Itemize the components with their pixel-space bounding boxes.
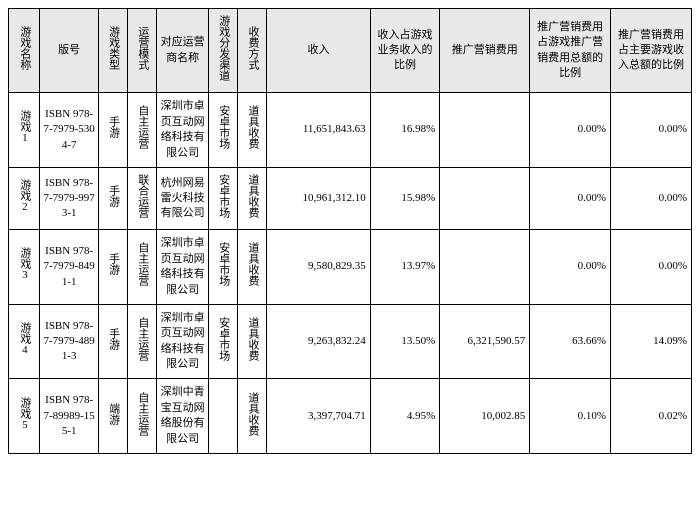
col-channel: 游戏分发渠道 [208,9,237,93]
cell-channel: 安卓市场 [208,230,237,305]
cell-mkt-ratio-total: 0.00% [530,167,611,229]
cell-isbn: ISBN 978-7-7979-5304-7 [40,93,98,168]
cell-marketing [440,93,530,168]
cell-name: 游戏2 [9,167,40,229]
cell-fee: 道具收费 [238,167,267,229]
cell-operator: 深圳中青宝互动网络股份有限公司 [157,379,209,454]
cell-marketing [440,230,530,305]
cell-operator: 杭州网易雷火科技有限公司 [157,167,209,229]
cell-channel: 安卓市场 [208,304,237,379]
cell-mkt-ratio-total: 0.10% [530,379,611,454]
cell-type: 手游 [98,167,127,229]
cell-mkt-ratio-major: 0.00% [611,230,692,305]
cell-fee: 道具收费 [238,230,267,305]
cell-mode: 自主运营 [128,304,157,379]
cell-isbn: ISBN 978-7-89989-155-1 [40,379,98,454]
cell-marketing [440,167,530,229]
cell-name: 游戏5 [9,379,40,454]
cell-type: 端游 [98,379,127,454]
cell-name: 游戏1 [9,93,40,168]
cell-mkt-ratio-major: 14.09% [611,304,692,379]
cell-fee: 道具收费 [238,93,267,168]
col-marketing: 推广营销费用 [440,9,530,93]
cell-revenue-ratio: 13.50% [370,304,440,379]
cell-revenue: 9,263,832.24 [267,304,370,379]
col-fee: 收费方式 [238,9,267,93]
cell-mkt-ratio-major: 0.02% [611,379,692,454]
cell-revenue: 11,651,843.63 [267,93,370,168]
cell-revenue: 3,397,704.71 [267,379,370,454]
col-isbn: 版号 [40,9,98,93]
col-marketing-ratio-total: 推广营销费用占游戏推广营销费用总额的比例 [530,9,611,93]
cell-mkt-ratio-total: 0.00% [530,93,611,168]
cell-name: 游戏4 [9,304,40,379]
cell-isbn: ISBN 978-7-7979-4891-3 [40,304,98,379]
cell-fee: 道具收费 [238,304,267,379]
cell-marketing: 6,321,590.57 [440,304,530,379]
cell-revenue: 9,580,829.35 [267,230,370,305]
table-row: 游戏2ISBN 978-7-7979-9973-1手游联合运营杭州网易雷火科技有… [9,167,692,229]
cell-mode: 自主运营 [128,379,157,454]
cell-isbn: ISBN 978-7-7979-8491-1 [40,230,98,305]
col-type: 游戏类型 [98,9,127,93]
table-row: 游戏4ISBN 978-7-7979-4891-3手游自主运营深圳市卓页互动网络… [9,304,692,379]
col-revenue-ratio: 收入占游戏业务收入的比例 [370,9,440,93]
cell-mode: 自主运营 [128,230,157,305]
cell-name: 游戏3 [9,230,40,305]
col-revenue: 收入 [267,9,370,93]
col-operator: 对应运营商名称 [157,9,209,93]
cell-operator: 深圳市卓页互动网络科技有限公司 [157,93,209,168]
cell-mkt-ratio-total: 63.66% [530,304,611,379]
cell-revenue-ratio: 16.98% [370,93,440,168]
cell-mode: 联合运营 [128,167,157,229]
cell-operator: 深圳市卓页互动网络科技有限公司 [157,304,209,379]
col-mode: 运营模式 [128,9,157,93]
col-name: 游戏名称 [9,9,40,93]
cell-operator: 深圳市卓页互动网络科技有限公司 [157,230,209,305]
cell-channel: 安卓市场 [208,167,237,229]
col-marketing-ratio-major: 推广营销费用占主要游戏收入总额的比例 [611,9,692,93]
cell-revenue-ratio: 13.97% [370,230,440,305]
cell-revenue-ratio: 15.98% [370,167,440,229]
table-row: 游戏1ISBN 978-7-7979-5304-7手游自主运营深圳市卓页互动网络… [9,93,692,168]
games-table: 游戏名称 版号 游戏类型 运营模式 对应运营商名称 游戏分发渠道 收费方式 收入… [8,8,692,454]
header-row: 游戏名称 版号 游戏类型 运营模式 对应运营商名称 游戏分发渠道 收费方式 收入… [9,9,692,93]
cell-mode: 自主运营 [128,93,157,168]
cell-mkt-ratio-major: 0.00% [611,93,692,168]
cell-revenue: 10,961,312.10 [267,167,370,229]
cell-marketing: 10,002.85 [440,379,530,454]
table-row: 游戏3ISBN 978-7-7979-8491-1手游自主运营深圳市卓页互动网络… [9,230,692,305]
cell-channel [208,379,237,454]
cell-type: 手游 [98,230,127,305]
cell-mkt-ratio-major: 0.00% [611,167,692,229]
cell-revenue-ratio: 4.95% [370,379,440,454]
cell-mkt-ratio-total: 0.00% [530,230,611,305]
cell-isbn: ISBN 978-7-7979-9973-1 [40,167,98,229]
cell-channel: 安卓市场 [208,93,237,168]
table-row: 游戏5ISBN 978-7-89989-155-1端游自主运营深圳中青宝互动网络… [9,379,692,454]
cell-fee: 道具收费 [238,379,267,454]
cell-type: 手游 [98,304,127,379]
cell-type: 手游 [98,93,127,168]
